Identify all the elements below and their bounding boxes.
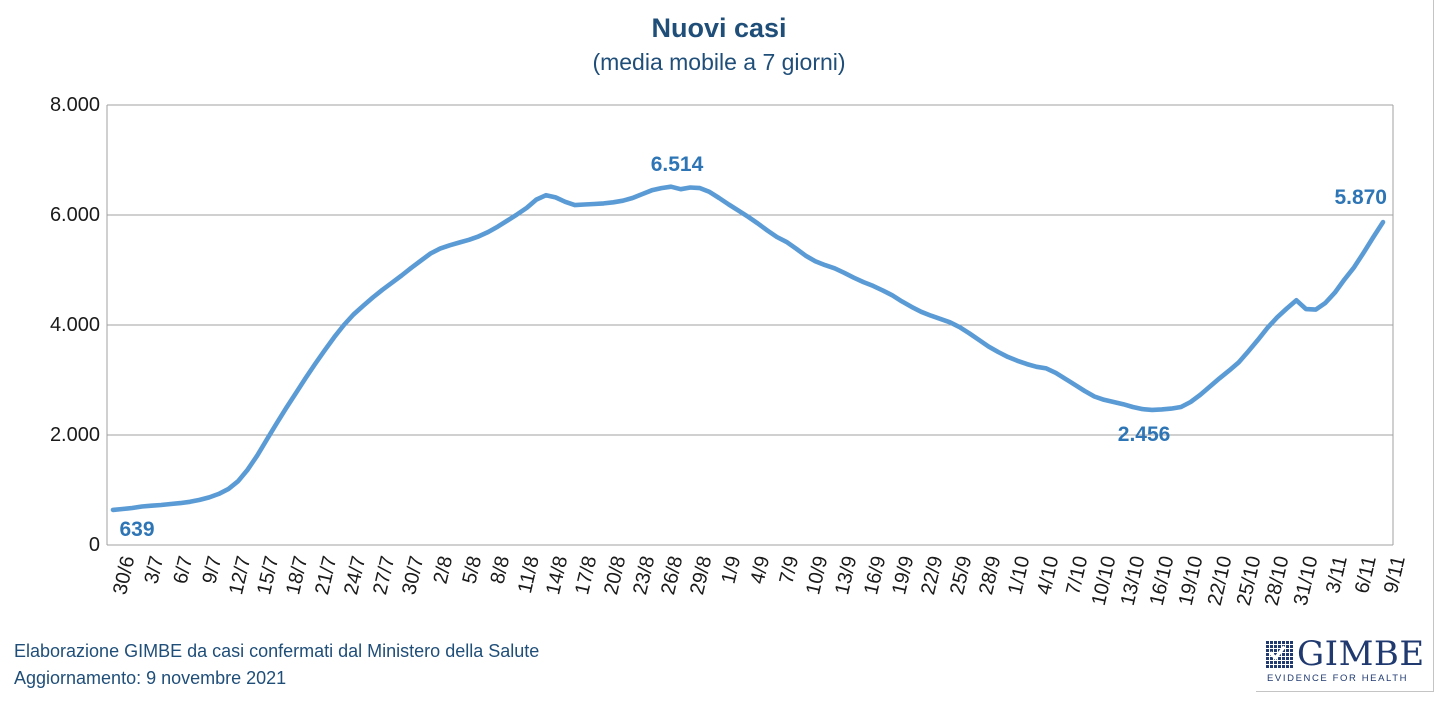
y-axis-label: 0 (88, 534, 100, 556)
chart-title: Nuovi casi (651, 13, 787, 43)
update-note: Aggiornamento: 9 novembre 2021 (14, 668, 287, 688)
data-annotation: 639 (119, 517, 155, 541)
logo-grid-dot (1286, 645, 1289, 648)
gimbe-logo: GIMBE EVIDENCE FOR HEALTH (1266, 634, 1426, 688)
logo-grid-dot (1266, 653, 1269, 656)
logo-grid-dot (1278, 661, 1281, 664)
check-icon (1268, 645, 1286, 661)
logo-grid-dot (1274, 653, 1277, 656)
logo-grid-dot (1290, 645, 1293, 648)
gimbe-tagline: EVIDENCE FOR HEALTH (1267, 673, 1409, 684)
logo-grid-dot (1274, 661, 1277, 664)
logo-grid-dot (1266, 661, 1269, 664)
check-grid-icon (1266, 641, 1293, 668)
logo-grid-dot (1274, 649, 1277, 652)
logo-grid-dot (1290, 641, 1293, 644)
logo-grid-dot (1274, 641, 1277, 644)
gimbe-wordmark: GIMBE (1297, 634, 1425, 674)
logo-grid-dot (1266, 645, 1269, 648)
logo-grid-dot (1290, 665, 1293, 668)
logo-grid-dot (1266, 641, 1269, 644)
logo-grid-dot (1270, 645, 1273, 648)
logo-grid-dot (1282, 653, 1285, 656)
logo-grid-dot (1290, 661, 1293, 664)
logo-grid-dot (1270, 641, 1273, 644)
logo-grid-dot (1286, 653, 1289, 656)
logo-grid-dot (1286, 665, 1289, 668)
logo-grid-dot (1290, 657, 1293, 660)
logo-grid-dot (1278, 665, 1281, 668)
logo-grid-dot (1274, 665, 1277, 668)
y-axis-label: 4.000 (49, 314, 100, 336)
logo-grid-dot (1270, 657, 1273, 660)
logo-grid-dot (1266, 665, 1269, 668)
logo-grid-dot (1286, 661, 1289, 664)
logo-grid-dot (1274, 645, 1277, 648)
logo-grid-dot (1286, 649, 1289, 652)
logo-grid-dot (1282, 641, 1285, 644)
logo-grid-dot (1282, 665, 1285, 668)
logo-grid-dot (1286, 657, 1289, 660)
logo-grid-dot (1270, 649, 1273, 652)
logo-grid-dot (1290, 649, 1293, 652)
logo-grid-dot (1270, 665, 1273, 668)
data-line (110, 184, 1386, 513)
data-annotation: 5.870 (1334, 186, 1387, 210)
data-annotation: 2.456 (1117, 422, 1171, 446)
logo-grid-dot (1266, 657, 1269, 660)
logo-grid-dot (1278, 645, 1281, 648)
logo-grid-dot (1290, 653, 1293, 656)
logo-grid-dot (1282, 661, 1285, 664)
source-note: Elaborazione GIMBE da casi confermati da… (14, 641, 540, 661)
chart-subtitle: (media mobile a 7 giorni) (592, 49, 846, 75)
data-annotation: 6.514 (650, 152, 704, 176)
logo-grid-dot (1282, 657, 1285, 660)
y-axis-label: 6.000 (49, 204, 100, 226)
logo-grid-dot (1278, 657, 1281, 660)
logo-grid-dot (1286, 641, 1289, 644)
logo-grid-dot (1266, 649, 1269, 652)
y-axis-label: 8.000 (49, 94, 100, 116)
y-axis-label: 2.000 (49, 424, 100, 446)
logo-grid-dot (1270, 661, 1273, 664)
logo-grid-dot (1278, 641, 1281, 644)
